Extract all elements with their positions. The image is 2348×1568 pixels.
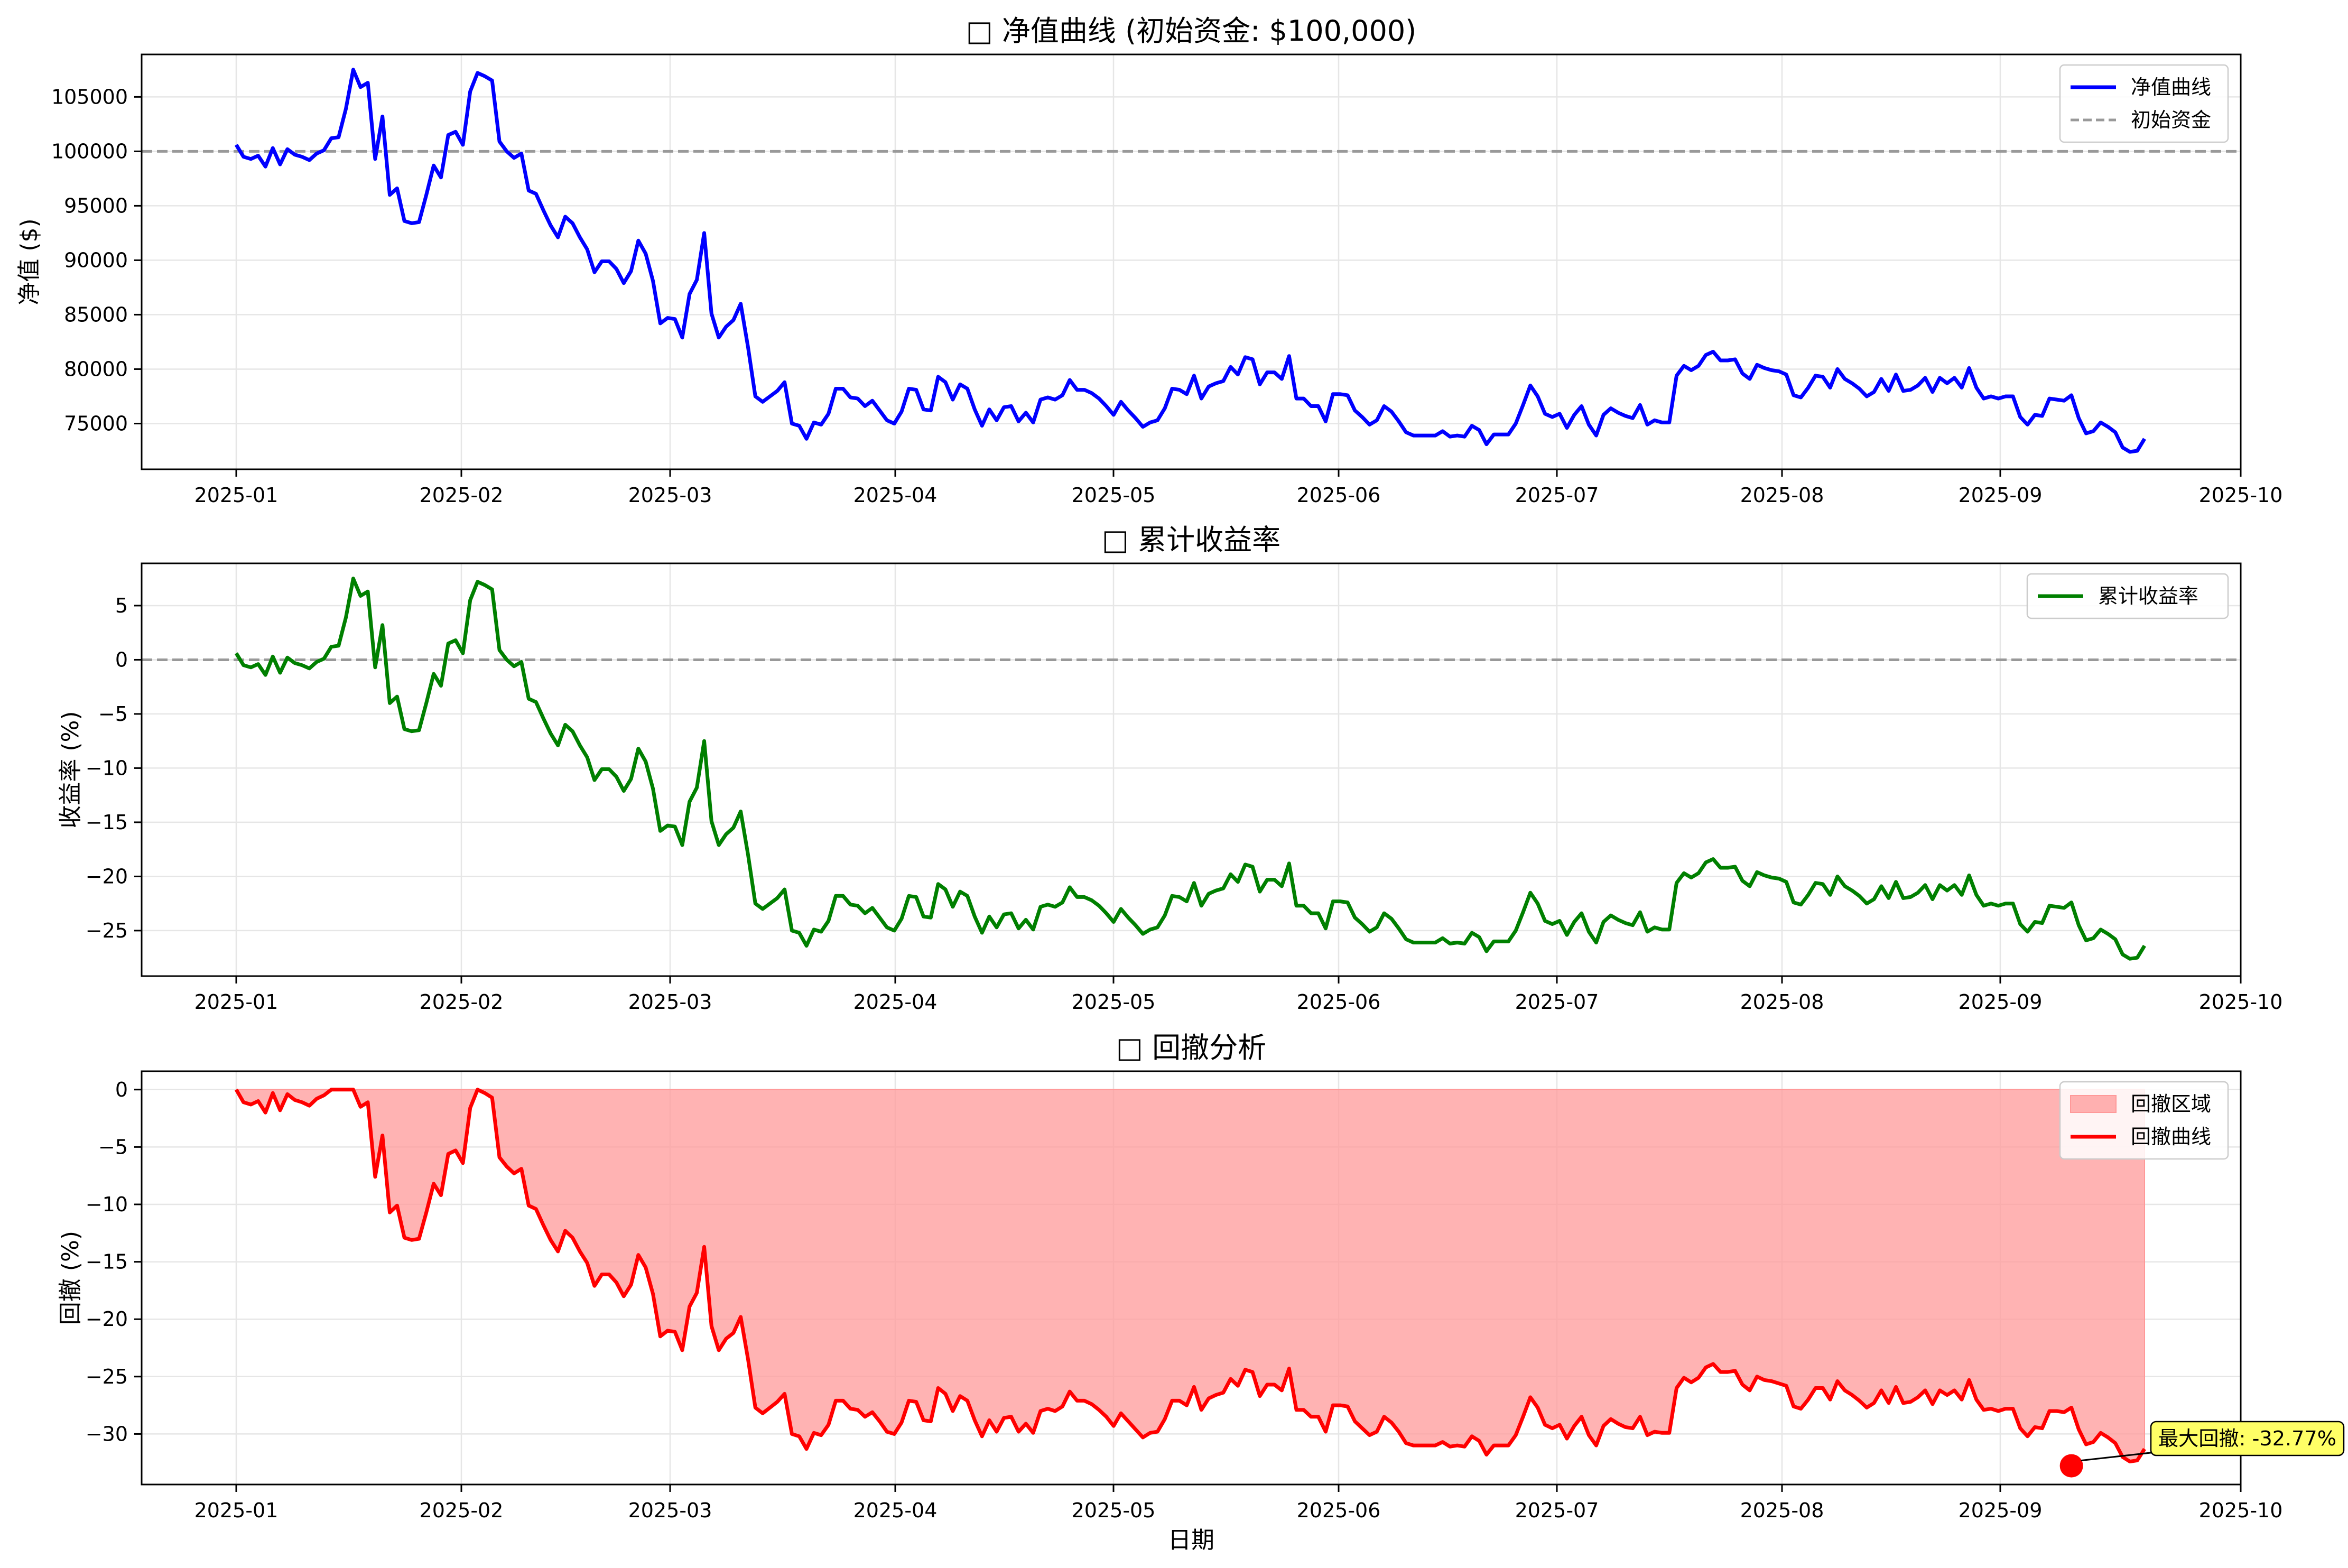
chart1-ytick-label: 105000 [51,85,128,108]
chart1-ytick-label: 85000 [64,303,128,326]
chart2-ytick-label: −10 [86,756,128,780]
chart1-title: □ 净值曲线 (初始资金: $100,000) [966,14,1417,48]
chart1-ytick-label: 100000 [51,140,128,163]
chart2-legend: 累计收益率 [2026,573,2229,619]
chart1-legend-frame [2059,64,2229,143]
chart2-legend-label: 累计收益率 [2098,584,2198,608]
chart3-drawdown-area [236,1089,2145,1462]
chart3-xtick-label: 2025-07 [1515,1499,1599,1522]
chart1-legend-label: 净值曲线 [2131,76,2211,99]
chart3-series-line [234,1088,2146,1464]
chart2-xtick-label: 2025-05 [1072,990,1156,1014]
chart3-ytick-label: −10 [86,1193,128,1216]
chart3-ytick-label: −20 [86,1307,128,1331]
chart2-title: □ 累计收益率 [1102,523,1280,556]
chart3-ytick-label: −25 [86,1365,128,1388]
chart2-ytick-label: 5 [115,594,128,617]
chart3-ytick-label: −5 [98,1135,128,1158]
chart1-axes-frame [141,53,2242,470]
chart2-ytick-label: −5 [98,702,128,726]
chart1-ytick-label: 90000 [64,248,128,272]
chart2: 2025-01 2025-02 2025-03 2025-04 2025-05 2025-… [57,523,2282,1014]
chart2-axes-frame [141,562,2242,977]
chart3-ytick-label: −30 [86,1422,128,1445]
chart1-xtick-label: 2025-02 [420,484,504,507]
chart3-legend-label: 回撤曲线 [2131,1125,2211,1148]
chart2-legend-frame [2026,573,2229,619]
chart2-series-line [235,577,2146,961]
chart3-xtick-label: 2025-01 [194,1499,279,1522]
chart1-xtick-label: 2025-01 [194,484,279,507]
chart1-xtick-label: 2025-03 [628,484,712,507]
chart2-ytick-label: −15 [86,811,128,834]
chart3-legend-swatch [2070,1095,2117,1113]
chart2-xtick-label: 2025-03 [628,990,712,1014]
chart2-ytick-label: −20 [86,865,128,888]
chart2-xtick-label: 2025-02 [420,990,504,1014]
chart3-max-drawdown-marker [2059,1454,2083,1478]
chart2-xtick-label: 2025-07 [1515,990,1599,1014]
chart1-series-line [235,68,2146,454]
chart1-xtick-label: 2025-05 [1072,484,1156,507]
chart3-xlabel: 日期 [1168,1527,1214,1554]
chart1: 2025-01 2025-02 2025-03 2025-04 2025-05 2025-… [16,14,2282,507]
chart2-xtick-label: 2025-08 [1740,990,1824,1014]
chart3-xtick-label: 2025-04 [853,1499,938,1522]
chart1-xtick-label: 2025-09 [1959,484,2043,507]
chart3-annotation-text: 最大回撤: -32.77% [2158,1427,2336,1450]
chart2-xtick-label: 2025-09 [1959,990,2043,1014]
chart3-xtick-label: 2025-06 [1297,1499,1381,1522]
chart3-annotation-arrow [2081,1451,2156,1462]
chart3-xtick-label: 2025-02 [420,1499,504,1522]
chart3-xtick-label: 2025-03 [628,1499,712,1522]
chart3-axes-frame [141,1070,2242,1486]
chart2-xtick-label: 2025-10 [2199,990,2283,1014]
chart1-xtick-label: 2025-08 [1740,484,1824,507]
chart1-xtick-label: 2025-04 [853,484,938,507]
chart2-ytick-label: −25 [86,919,128,942]
chart2-xtick-label: 2025-06 [1297,990,1381,1014]
chart2-xtick-label: 2025-01 [194,990,279,1014]
chart3-ylabel: 回撤 (%) [57,1231,84,1325]
chart1-xtick-label: 2025-07 [1515,484,1599,507]
chart1-xtick-label: 2025-10 [2199,484,2283,507]
chart1-ylabel: 净值 ($) [16,218,43,305]
chart3-xtick-label: 2025-09 [1959,1499,2043,1522]
chart1-xtick-label: 2025-06 [1297,484,1381,507]
chart2-xtick-label: 2025-04 [853,990,938,1014]
chart1-ytick-label: 75000 [64,412,128,435]
chart3-legend-label: 回撤区域 [2131,1092,2211,1116]
chart3: 2025-01 2025-02 2025-03 2025-04 2025-05 2025-… [57,1031,2345,1554]
chart3-xtick-label: 2025-10 [2199,1499,2283,1522]
chart2-ytick-label: 0 [115,648,128,671]
chart3-xtick-label: 2025-05 [1072,1499,1156,1522]
chart3-annotation-box [2150,1421,2345,1456]
chart3-ytick-label: 0 [115,1078,128,1101]
chart3-title: □ 回撤分析 [1116,1031,1266,1064]
chart1-ytick-label: 80000 [64,357,128,381]
chart3-xtick-label: 2025-08 [1740,1499,1824,1522]
chart2-ylabel: 收益率 (%) [57,711,84,828]
chart3-ytick-label: −15 [86,1250,128,1274]
chart1-legend-label: 初始资金 [2131,108,2211,132]
chart1-ytick-label: 95000 [64,194,128,217]
